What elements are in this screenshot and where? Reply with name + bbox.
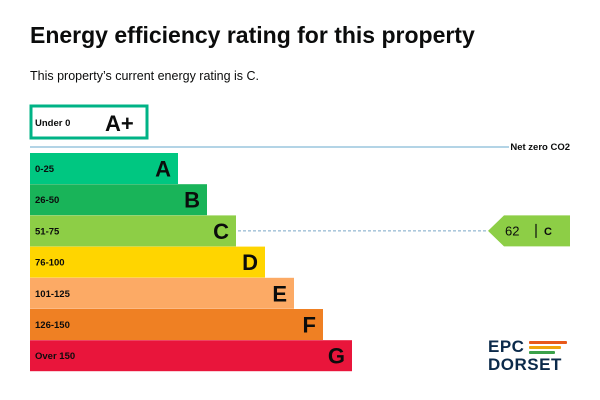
- band-a-bar: [30, 153, 178, 184]
- band-e-range: 101-125: [35, 289, 71, 300]
- band-d: 76-100 D: [30, 246, 265, 278]
- band-d-range: 76-100: [35, 258, 65, 269]
- band-g: Over 150 G: [30, 340, 352, 372]
- logo-stripe-3: [529, 351, 555, 354]
- band-f-letter: F: [303, 313, 316, 338]
- band-g-bar: [30, 340, 352, 372]
- current-rating-text: This property’s current energy rating is…: [30, 69, 260, 83]
- logo-line-2: DORSET: [488, 355, 562, 374]
- band-b: 26-50 B: [30, 184, 207, 216]
- top-band-box: [29, 104, 149, 140]
- band-c: 51-75 C: [30, 215, 236, 247]
- band-c-bar: [30, 215, 236, 247]
- rating-bands: 0-25 A 26-50 B 51-75 C 76-100 D 101-125 E 126-150 F…: [30, 153, 352, 372]
- band-g-range: Over 150: [35, 351, 75, 362]
- band-b-letter: B: [184, 188, 200, 213]
- current-rating-indicator: 62 C: [488, 215, 570, 247]
- band-b-range: 26-50: [35, 195, 59, 206]
- logo-stripe-1: [529, 341, 567, 344]
- band-e-bar: [30, 277, 294, 309]
- current-rating-band: C: [544, 226, 552, 238]
- band-e: 101-125 E: [30, 277, 294, 309]
- band-a: 0-25 A: [30, 153, 178, 184]
- band-f-range: 126-150: [35, 320, 70, 331]
- band-g-letter: G: [328, 344, 345, 369]
- band-a-range: 0-25: [35, 164, 55, 175]
- band-c-range: 51-75: [35, 226, 60, 237]
- top-band-letter: A+: [105, 111, 134, 136]
- band-f-bar: [30, 309, 323, 340]
- top-band-a-plus: Under 0 A+: [29, 104, 149, 140]
- page-title: Energy efficiency rating for this proper…: [30, 22, 475, 48]
- band-e-letter: E: [272, 281, 287, 306]
- band-d-letter: D: [242, 250, 258, 275]
- band-b-bar: [30, 184, 207, 216]
- logo-line-1: EPC: [488, 337, 525, 356]
- band-a-letter: A: [155, 157, 171, 182]
- band-d-bar: [30, 246, 265, 278]
- band-f: 126-150 F: [30, 309, 323, 340]
- logo-stripe-2: [529, 346, 561, 349]
- net-zero-label: Net zero CO2: [510, 142, 570, 153]
- current-rating-value: 62: [505, 223, 519, 238]
- epc-dorset-logo: EPC DORSET: [483, 337, 583, 377]
- band-c-letter: C: [213, 219, 229, 244]
- top-band-range-label: Under 0: [35, 118, 70, 129]
- current-rating-arrow: [488, 215, 570, 247]
